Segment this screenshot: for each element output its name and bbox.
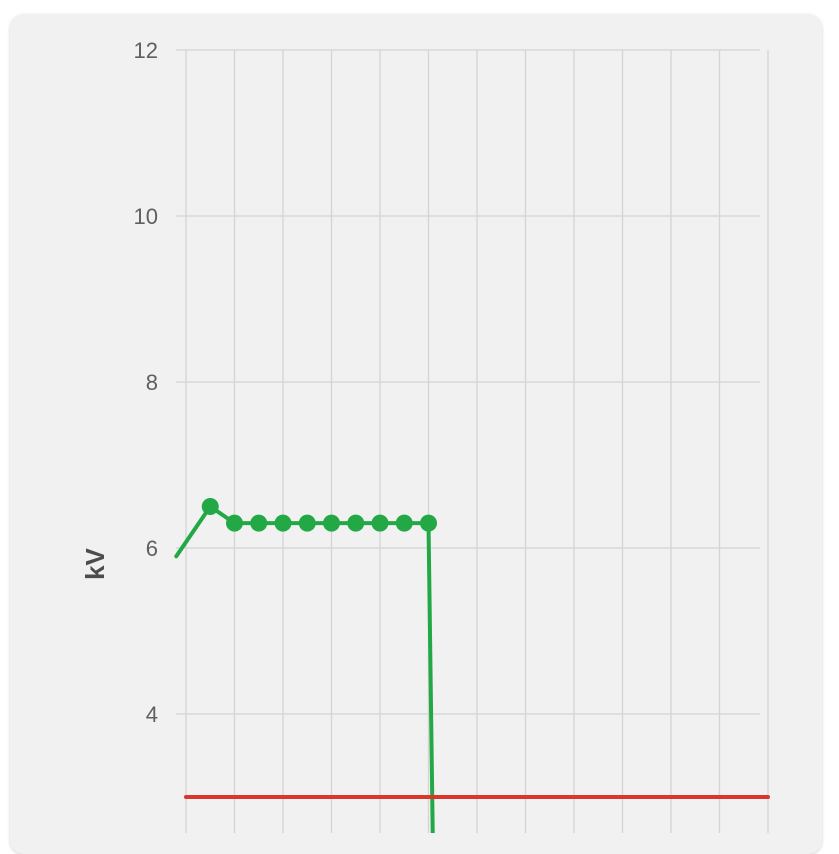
y-tick-label: 6 xyxy=(146,536,158,561)
chart-card: 12 10 8 6 4 kV xyxy=(10,14,822,854)
data-point-marker xyxy=(420,514,437,532)
y-tick-label: 10 xyxy=(134,204,158,229)
series xyxy=(174,498,770,833)
y-tick-label: 12 xyxy=(134,38,158,63)
y-axis-title: kV xyxy=(80,547,110,579)
grid xyxy=(176,49,769,833)
data-point-marker xyxy=(226,514,243,532)
data-point-marker xyxy=(250,514,268,532)
data-point-marker xyxy=(371,514,389,532)
data-point-marker xyxy=(323,514,340,532)
y-tick-label: 8 xyxy=(146,370,158,395)
data-point-marker xyxy=(395,514,413,532)
y-axis-ticks: 12 10 8 6 4 xyxy=(134,38,158,727)
data-point-marker xyxy=(347,514,365,532)
data-point-marker xyxy=(201,498,219,515)
series-line-1 xyxy=(174,504,435,833)
y-tick-label: 4 xyxy=(146,702,158,727)
data-point-marker xyxy=(298,514,316,532)
data-point-marker xyxy=(274,514,292,532)
line-chart: 12 10 8 6 4 kV xyxy=(80,38,770,833)
